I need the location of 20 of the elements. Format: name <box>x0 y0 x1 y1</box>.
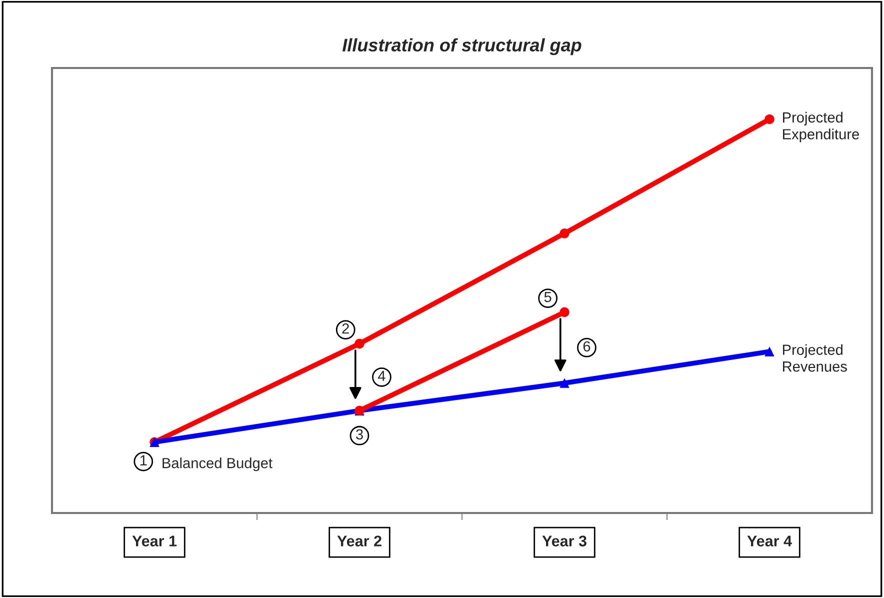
annotation: Balanced Budget <box>162 458 272 472</box>
point <box>764 346 774 356</box>
point <box>560 228 570 238</box>
x-tick-label: Year 1 <box>132 536 177 546</box>
x-tick-label: Year 4 <box>747 536 792 546</box>
annotation: 3 <box>356 429 363 440</box>
annotation: 5 <box>544 292 552 302</box>
annotation: 2 <box>342 323 349 334</box>
point <box>560 307 570 318</box>
x-tick-label: Year 3 <box>542 536 586 546</box>
series-label: Projected Revenues <box>782 344 847 372</box>
series-label: Projected Expenditure <box>782 112 859 142</box>
chart-title: Illustration of structural gap <box>342 38 582 56</box>
point <box>764 114 774 124</box>
x-tick-label: Year 2 <box>337 536 382 546</box>
point <box>354 338 364 349</box>
annotation: 6 <box>583 341 590 352</box>
point <box>560 378 570 388</box>
annotation: 4 <box>378 370 386 381</box>
annotation: 1 <box>140 455 147 466</box>
